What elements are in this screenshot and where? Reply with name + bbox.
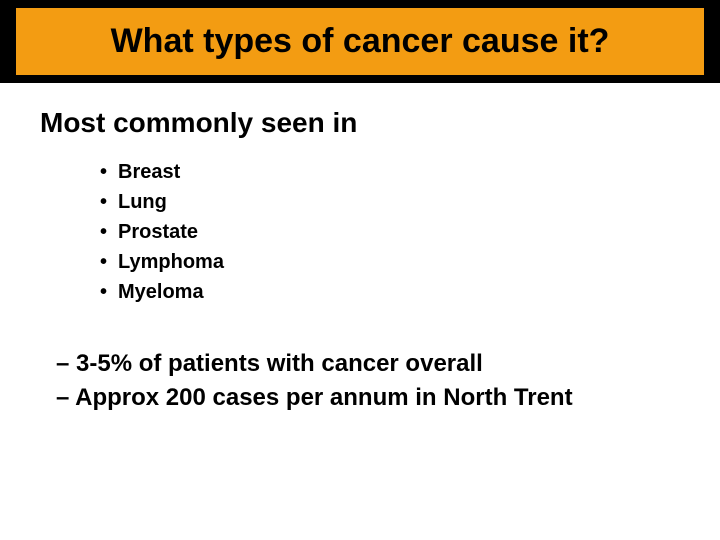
stat-line: – Approx 200 cases per annum in North Tr…	[56, 381, 680, 415]
content-area: Most commonly seen in Breast Lung Prosta…	[0, 83, 720, 414]
title-inner: What types of cancer cause it?	[16, 8, 704, 75]
stats-block: – 3-5% of patients with cancer overall –…	[56, 347, 680, 414]
subtitle: Most commonly seen in	[40, 107, 680, 139]
bullet-item: Lymphoma	[100, 247, 680, 277]
stat-line: – 3-5% of patients with cancer overall	[56, 347, 680, 381]
bullet-item: Breast	[100, 157, 680, 187]
slide-title: What types of cancer cause it?	[36, 22, 684, 61]
bullet-item: Lung	[100, 187, 680, 217]
title-bar: What types of cancer cause it?	[0, 0, 720, 83]
bullet-item: Myeloma	[100, 277, 680, 307]
bullet-list: Breast Lung Prostate Lymphoma Myeloma	[100, 157, 680, 307]
bullet-item: Prostate	[100, 217, 680, 247]
